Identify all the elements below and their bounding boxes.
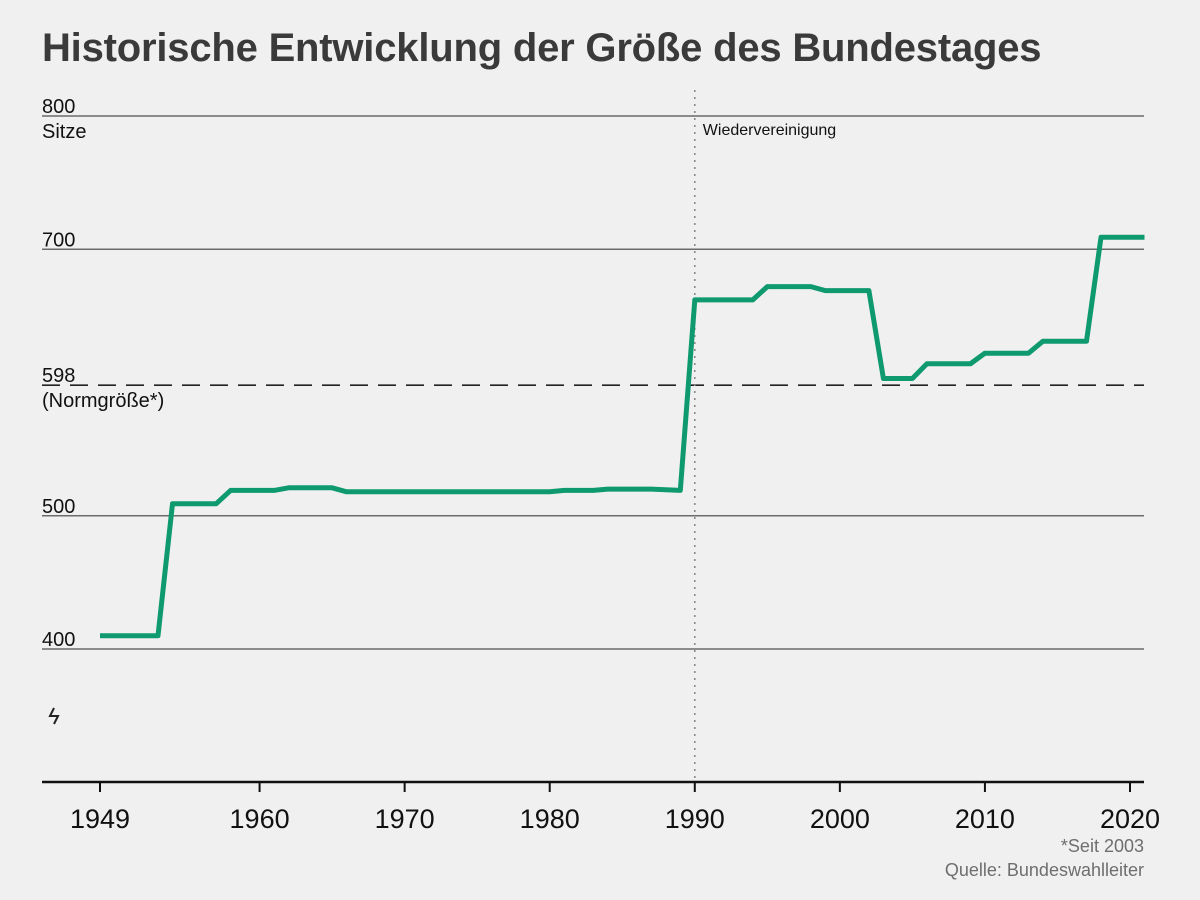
x-tick-label-2020: 2020 xyxy=(1100,804,1160,834)
x-tick-label-1960: 1960 xyxy=(230,804,290,834)
y-tick-label-500: 500 xyxy=(42,496,75,518)
x-tick-label-2000: 2000 xyxy=(810,804,870,834)
series-line-0 xyxy=(100,234,1145,639)
x-tick-label-2010: 2010 xyxy=(955,804,1015,834)
y-tick-sublabel-598: (Normgröße*) xyxy=(42,390,164,412)
x-tick-label-1980: 1980 xyxy=(520,804,580,834)
y-tick-label-598: 598 xyxy=(42,365,75,387)
chart-title: Historische Entwicklung der Größe des Bu… xyxy=(42,26,1042,70)
source-note: Quelle: Bundeswahlleiter xyxy=(944,860,1144,880)
y-tick-label-400: 400 xyxy=(42,629,75,651)
y-tick-sublabel-800: Sitze xyxy=(42,121,86,143)
y-tick-label-800: 800 xyxy=(42,96,75,118)
y-tick-label-700: 700 xyxy=(42,229,75,251)
annotation-label-1990: Wiedervereinigung xyxy=(703,122,836,139)
x-tick-label-1970: 1970 xyxy=(375,804,435,834)
axis-break-icon xyxy=(48,707,60,725)
x-tick-label-1990: 1990 xyxy=(665,804,725,834)
x-tick-label-1949: 1949 xyxy=(70,804,130,834)
footnote: *Seit 2003 xyxy=(1060,836,1144,856)
